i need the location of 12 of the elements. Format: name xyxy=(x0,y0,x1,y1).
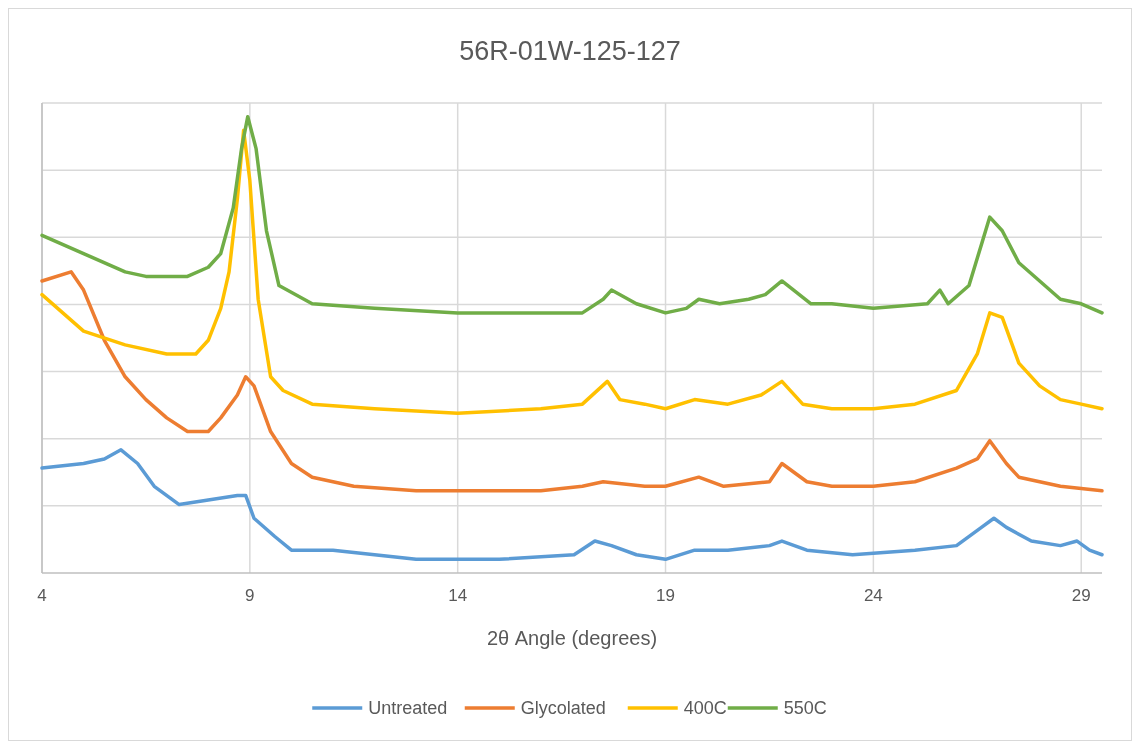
chart-title: 56R-01W-125-127 xyxy=(459,36,681,66)
x-tick-label: 24 xyxy=(863,586,883,605)
x-tick-label: 9 xyxy=(245,586,255,605)
legend-label: Untreated xyxy=(368,698,448,718)
legend-label: 400C xyxy=(683,698,727,718)
x-tick-label: 4 xyxy=(37,586,47,605)
legend-label: Glycolated xyxy=(520,698,606,718)
x-tick-label: 29 xyxy=(1071,586,1091,605)
x-tick-label: 14 xyxy=(448,586,468,605)
x-tick-label: 19 xyxy=(656,586,675,605)
legend-label: 550C xyxy=(783,698,827,718)
x-axis-title: 2θ Angle (degrees) xyxy=(486,627,658,649)
